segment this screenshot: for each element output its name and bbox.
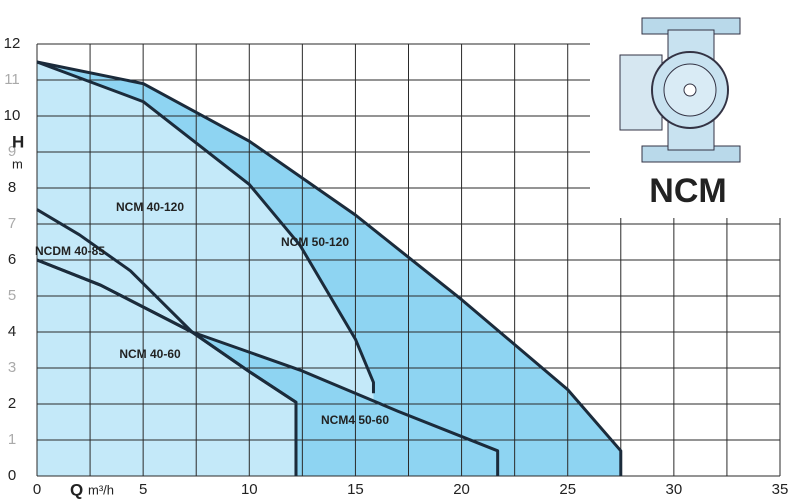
y-tick-label: 12 [4, 35, 21, 52]
x-axis-unit: m³/h [88, 482, 114, 497]
series-label: NCM 40-60 [119, 347, 181, 361]
y-tick-label: 4 [8, 323, 16, 340]
y-tick-label: 9 [8, 143, 16, 160]
series-label: NCM4 50-60 [321, 413, 389, 427]
y-tick-label: 10 [4, 107, 21, 124]
x-tick-label: 30 [666, 481, 683, 498]
curve [36, 60, 623, 476]
y-tick-label: 5 [8, 287, 16, 304]
x-tick-label: 15 [347, 481, 364, 498]
y-tick-label: 8 [8, 179, 16, 196]
y-tick-label: 0 [8, 467, 16, 484]
shaft [683, 83, 697, 97]
y-tick-label: 3 [8, 359, 16, 376]
x-tick-label: 25 [559, 481, 576, 498]
x-tick-label: 35 [772, 481, 789, 498]
curve [36, 258, 298, 476]
x-tick-label: 20 [453, 481, 470, 498]
y-axis-label: H [12, 132, 24, 151]
y-tick-label: 11 [4, 71, 20, 88]
x-axis-label: Q [70, 480, 83, 499]
series-label: NCM 50-120 [281, 235, 349, 249]
y-axis-unit: m [12, 156, 23, 171]
y-tick-label: 7 [8, 215, 16, 232]
grid [36, 43, 781, 477]
pump-label: NCM [649, 172, 726, 210]
x-tick-label: 5 [139, 481, 147, 498]
pump-image: NCM [590, 10, 788, 218]
y-tick-label: 1 [8, 431, 16, 448]
series-label: NCM 40-120 [116, 200, 184, 214]
lines [36, 60, 623, 476]
curve [36, 60, 375, 394]
x-tick-label: 10 [241, 481, 258, 498]
x-tick-label: 0 [33, 481, 41, 498]
y-tick-label: 2 [8, 395, 16, 412]
y-tick-label: 6 [8, 251, 16, 268]
series-label: NCDM 40-85 [35, 244, 105, 258]
